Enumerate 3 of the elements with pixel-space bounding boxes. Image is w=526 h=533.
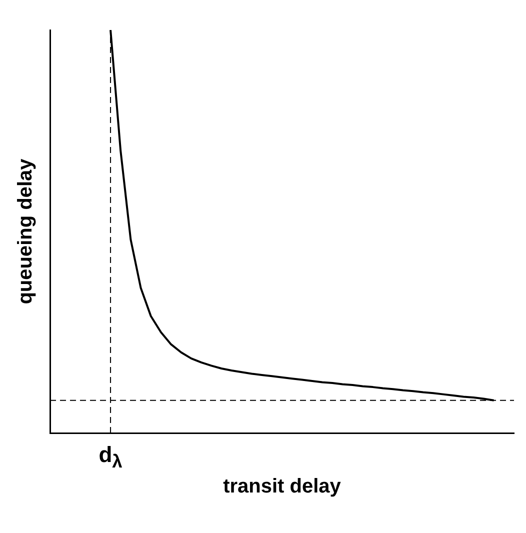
text: d$_{λ}$ (98, 442, 122, 472)
x-axis-title: transit delay (223, 476, 342, 498)
y-axis-title: queueing delay (14, 158, 37, 304)
